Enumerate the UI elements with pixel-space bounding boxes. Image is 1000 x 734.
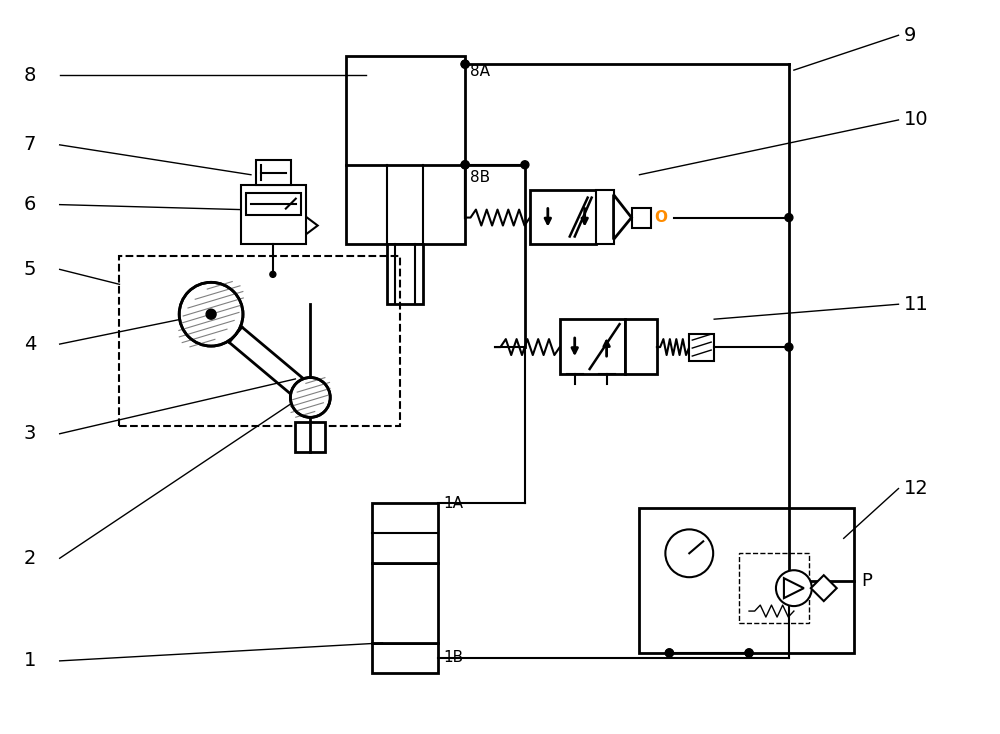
Text: 1A: 1A xyxy=(443,496,463,511)
Bar xyxy=(295,422,325,452)
Circle shape xyxy=(745,649,753,657)
Bar xyxy=(241,185,306,244)
Bar xyxy=(119,256,400,426)
Circle shape xyxy=(521,161,529,169)
Circle shape xyxy=(290,377,330,418)
Text: 7: 7 xyxy=(24,135,36,154)
Text: 9: 9 xyxy=(903,26,916,45)
Circle shape xyxy=(461,161,469,169)
Text: 10: 10 xyxy=(903,110,928,129)
Circle shape xyxy=(776,570,812,606)
Circle shape xyxy=(785,214,793,222)
Circle shape xyxy=(179,283,243,346)
Text: 8: 8 xyxy=(24,65,36,84)
Text: 2: 2 xyxy=(24,549,36,568)
Bar xyxy=(625,319,657,374)
Circle shape xyxy=(461,60,469,68)
Bar xyxy=(387,244,423,304)
Circle shape xyxy=(665,529,713,577)
Circle shape xyxy=(785,343,793,351)
Bar xyxy=(372,563,438,643)
Text: 8A: 8A xyxy=(470,64,490,79)
Circle shape xyxy=(461,60,469,68)
Text: P: P xyxy=(862,573,873,590)
Bar xyxy=(246,192,301,214)
Bar xyxy=(739,553,809,623)
Text: 1: 1 xyxy=(24,651,36,670)
Bar xyxy=(372,504,438,563)
Circle shape xyxy=(745,649,753,657)
Circle shape xyxy=(270,272,276,277)
Bar xyxy=(639,509,854,653)
Text: 8B: 8B xyxy=(470,170,490,185)
Bar xyxy=(560,319,625,374)
Text: 12: 12 xyxy=(903,479,928,498)
Bar xyxy=(346,57,465,244)
Polygon shape xyxy=(229,327,317,405)
Polygon shape xyxy=(811,575,837,601)
Bar xyxy=(632,208,651,228)
Text: 1B: 1B xyxy=(443,650,463,666)
Polygon shape xyxy=(614,195,632,239)
Bar xyxy=(689,334,714,361)
Bar xyxy=(596,189,614,244)
Bar xyxy=(530,189,596,244)
Text: 3: 3 xyxy=(24,424,36,443)
Bar xyxy=(256,160,291,185)
Text: O: O xyxy=(654,210,667,225)
Bar xyxy=(372,643,438,673)
Text: 11: 11 xyxy=(903,295,928,313)
Circle shape xyxy=(665,649,673,657)
Text: 6: 6 xyxy=(24,195,36,214)
Text: 5: 5 xyxy=(24,260,36,279)
Text: 4: 4 xyxy=(24,335,36,354)
Circle shape xyxy=(461,161,469,169)
Circle shape xyxy=(665,649,673,657)
Circle shape xyxy=(206,309,216,319)
